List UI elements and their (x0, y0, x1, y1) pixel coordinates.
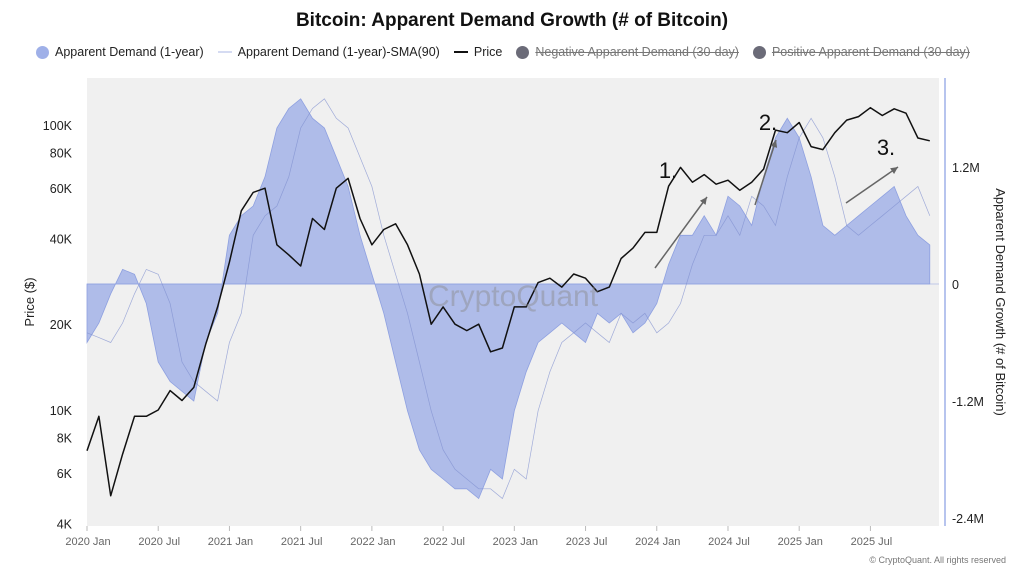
arrowhead-icon (770, 140, 778, 148)
x-tick-label: 2020 Jan (65, 536, 110, 548)
annotation-arrow (754, 139, 777, 206)
apparent-demand-area (86, 98, 931, 500)
annotation-label: 3. (877, 135, 895, 160)
left-tick-label: 4K (57, 517, 73, 531)
x-tick-label: 2024 Jul (708, 536, 750, 548)
legend-label: Positive Apparent Demand (30-day) (771, 45, 970, 59)
x-tick-label: 2021 Jul (281, 536, 323, 548)
legend-item-apparent-demand[interactable]: Apparent Demand (1-year) (36, 45, 204, 59)
chart-title: Bitcoin: Apparent Demand Growth (# of Bi… (295, 10, 729, 31)
legend-label: Apparent Demand (1-year)-SMA(90) (237, 45, 440, 59)
arrowhead-icon (699, 197, 707, 205)
left-axis-label: Price ($) (22, 277, 37, 326)
legend-line-icon (217, 51, 232, 53)
right-tick-label: -2.4M (952, 512, 984, 526)
left-tick-label: 20K (50, 318, 73, 332)
legend: Apparent Demand (1-year) Apparent Demand… (36, 45, 970, 59)
left-tick-label: 40K (50, 232, 73, 246)
watermark: CryptoQuant (428, 280, 599, 313)
x-tick-label: 2022 Jul (423, 536, 465, 548)
x-tick-label: 2025 Jan (778, 536, 823, 548)
x-tick-label: 2021 Jan (208, 536, 253, 548)
annotation-label: 2. (759, 110, 777, 135)
legend-dot-icon (752, 45, 766, 59)
legend-label: Price (473, 45, 503, 59)
copyright: © CryptoQuant. All rights reserved (869, 555, 1006, 565)
left-tick-label: 100K (43, 119, 73, 133)
left-tick-label: 6K (57, 467, 73, 481)
legend-dot-icon (516, 45, 530, 59)
x-tick-label: 2020 Jul (138, 536, 180, 548)
legend-label: Negative Apparent Demand (30-day) (535, 45, 739, 59)
annotation-arrow (654, 196, 708, 269)
legend-item-positive-30d[interactable]: Positive Apparent Demand (30-day) (752, 45, 970, 59)
legend-line-icon (453, 51, 468, 53)
x-tick-label: 2025 Jul (851, 536, 893, 548)
x-tick-label: 2023 Jan (493, 536, 538, 548)
sma90-line (86, 98, 931, 500)
right-tick-label: -1.2M (952, 395, 984, 409)
left-tick-label: 80K (50, 147, 73, 161)
x-tick-label: 2024 Jan (635, 536, 680, 548)
x-tick-label: 2022 Jan (350, 536, 395, 548)
x-tick-label: 2023 Jul (566, 536, 608, 548)
left-tick-label: 60K (50, 182, 73, 196)
annotation-arrow (845, 166, 899, 204)
annotation-label: 1. (659, 158, 677, 183)
legend-dot-icon (36, 45, 49, 59)
arrowhead-icon (890, 167, 898, 174)
right-tick-label: 1.2M (952, 161, 980, 175)
legend-item-negative-30d[interactable]: Negative Apparent Demand (30-day) (516, 45, 739, 59)
left-tick-label: 10K (50, 404, 73, 418)
left-tick-label: 8K (57, 432, 73, 446)
right-tick-label: 0 (952, 278, 959, 292)
legend-item-sma[interactable]: Apparent Demand (1-year)-SMA(90) (217, 45, 440, 59)
right-axis-label: Apparent Demand Growth (# of Bitcoin) (993, 188, 1008, 416)
legend-label: Apparent Demand (1-year) (55, 45, 204, 59)
price-line (86, 106, 930, 497)
legend-item-price[interactable]: Price (453, 45, 503, 59)
